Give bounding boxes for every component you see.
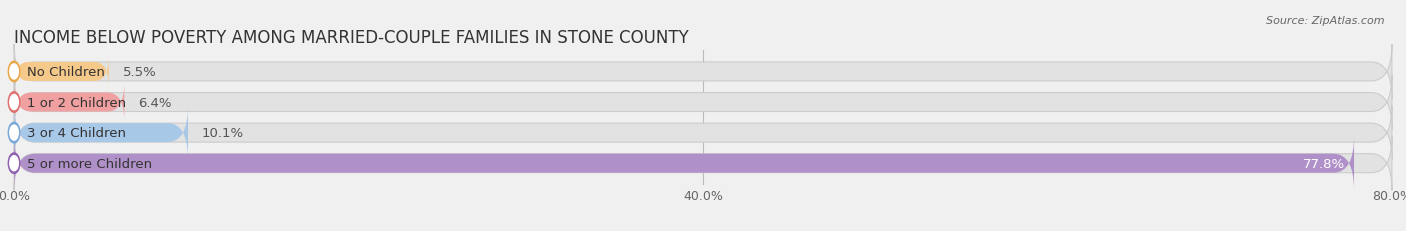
Circle shape [10, 125, 18, 141]
Circle shape [8, 92, 20, 113]
Text: 3 or 4 Children: 3 or 4 Children [27, 127, 125, 140]
Text: Source: ZipAtlas.com: Source: ZipAtlas.com [1267, 16, 1385, 26]
Text: 1 or 2 Children: 1 or 2 Children [27, 96, 127, 109]
Circle shape [8, 123, 20, 143]
FancyBboxPatch shape [14, 136, 1354, 191]
Circle shape [10, 65, 18, 80]
FancyBboxPatch shape [14, 106, 188, 160]
Text: INCOME BELOW POVERTY AMONG MARRIED-COUPLE FAMILIES IN STONE COUNTY: INCOME BELOW POVERTY AMONG MARRIED-COUPL… [14, 29, 689, 46]
FancyBboxPatch shape [14, 106, 1392, 160]
FancyBboxPatch shape [14, 83, 124, 122]
FancyBboxPatch shape [14, 45, 1392, 99]
Circle shape [8, 153, 20, 174]
Text: 10.1%: 10.1% [202, 127, 243, 140]
Text: 6.4%: 6.4% [138, 96, 172, 109]
FancyBboxPatch shape [14, 76, 1392, 130]
Text: 5 or more Children: 5 or more Children [27, 157, 152, 170]
Circle shape [10, 95, 18, 110]
Circle shape [8, 62, 20, 82]
Text: 5.5%: 5.5% [122, 66, 156, 79]
FancyBboxPatch shape [14, 136, 1392, 191]
Circle shape [10, 156, 18, 171]
Text: No Children: No Children [27, 66, 104, 79]
Text: 77.8%: 77.8% [1303, 157, 1346, 170]
FancyBboxPatch shape [14, 56, 108, 88]
